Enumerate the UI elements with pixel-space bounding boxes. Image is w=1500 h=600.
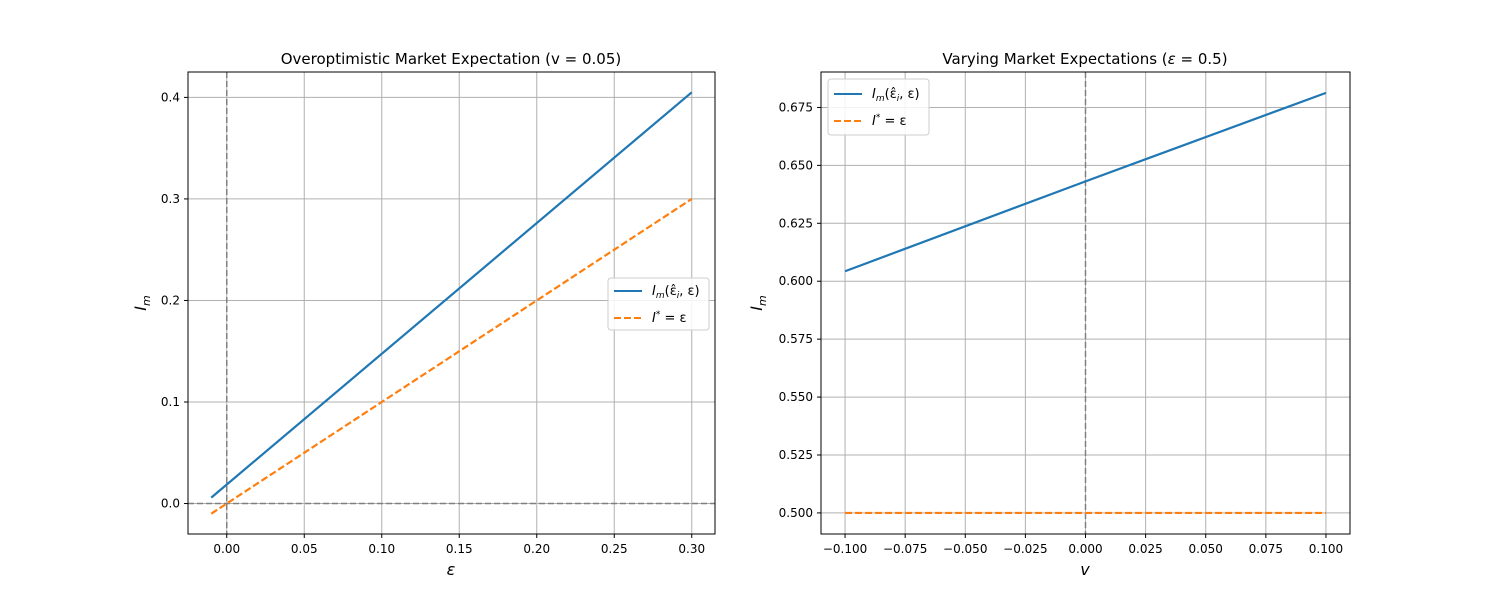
y-tick-label: 0.650 (779, 158, 813, 172)
y-tick-label: 0.575 (779, 332, 813, 346)
y-tick-label: 0.2 (161, 293, 180, 307)
x-tick-label: 0.30 (678, 542, 705, 556)
y-tick-label: 0.500 (779, 506, 813, 520)
y-tick-label: 0.4 (161, 90, 180, 104)
y-tick-label: 0.525 (779, 448, 813, 462)
chart-title: Varying Market Expectations (ε = 0.5) (942, 50, 1227, 68)
chart-overoptimistic: Overoptimistic Market Expectation (v = 0… (131, 50, 716, 579)
y-tick-label: 0.625 (779, 216, 813, 230)
x-tick-label: 0.20 (523, 542, 550, 556)
x-axis-label: ε (447, 560, 456, 579)
x-tick-label: −0.050 (943, 542, 987, 556)
x-tick-label: 0.075 (1249, 542, 1283, 556)
legend-entry-istar: I* = ε (872, 113, 907, 129)
legend-entry-im: Im(ε̂i, ε) (652, 284, 700, 301)
x-tick-label: 0.100 (1309, 542, 1343, 556)
x-tick-label: 0.00 (213, 542, 240, 556)
legend-entry-istar: I* = ε (652, 310, 687, 326)
reference-lines (188, 72, 715, 534)
x-tick-label: −0.025 (1003, 542, 1047, 556)
x-tick-label: 0.10 (368, 542, 395, 556)
y-tick-label: 0.0 (161, 497, 180, 511)
y-tick-label: 0.1 (161, 395, 180, 409)
legend-entry-im: Im(ε̂i, ε) (872, 87, 920, 104)
x-axis-ticks: 0.00 0.05 0.10 0.15 0.20 0.25 0.30 (213, 534, 705, 556)
series-lines (844, 91, 1327, 515)
x-axis-label: v (1080, 560, 1090, 579)
y-axis-ticks: 0.0 0.1 0.2 0.3 0.4 (161, 90, 188, 511)
x-tick-label: 0.025 (1128, 542, 1162, 556)
x-tick-label: −0.100 (823, 542, 867, 556)
series-lines (210, 91, 693, 515)
series-line-1 (210, 197, 693, 515)
series-line-0 (210, 91, 693, 499)
y-tick-label: 0.550 (779, 390, 813, 404)
x-tick-label: 0.05 (291, 542, 318, 556)
y-tick-label: 0.3 (161, 192, 180, 206)
y-tick-label: 0.675 (779, 100, 813, 114)
x-tick-label: 0.050 (1189, 542, 1223, 556)
legend: Im(ε̂i, ε) I* = ε (607, 277, 710, 331)
series-line-0 (844, 91, 1327, 273)
x-tick-label: −0.075 (883, 542, 927, 556)
plot-frame (187, 71, 716, 535)
x-axis-ticks: −0.100 −0.075 −0.050 −0.025 0.000 0.025 0.050 0… (823, 534, 1343, 556)
chart-title: Overoptimistic Market Expectation (v = 0… (281, 50, 622, 68)
chart-varying: Varying Market Expectations (ε = 0.5) −0… (747, 50, 1351, 579)
y-tick-label: 0.600 (779, 274, 813, 288)
x-tick-label: 0.000 (1068, 542, 1102, 556)
legend: Im(ε̂i, ε) I* = ε (827, 78, 930, 136)
x-tick-label: 0.15 (446, 542, 473, 556)
x-tick-label: 0.25 (601, 542, 628, 556)
y-axis-ticks: 0.500 0.525 0.550 0.575 0.600 0.625 0.650 0.675 (779, 100, 821, 520)
